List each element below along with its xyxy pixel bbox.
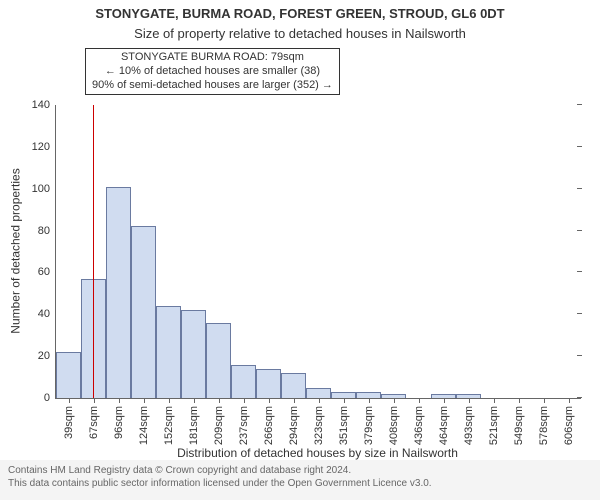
- x-tick-mark: [494, 398, 495, 403]
- x-tick-label: 294sqm: [288, 404, 300, 445]
- histogram-bar: [231, 365, 256, 398]
- x-tick-label: 181sqm: [188, 404, 200, 445]
- x-tick-label: 436sqm: [413, 404, 425, 445]
- histogram-bar: [256, 369, 281, 398]
- x-tick-mark: [569, 398, 570, 403]
- y-tick-mark: [577, 397, 582, 398]
- x-tick-label: 464sqm: [438, 404, 450, 445]
- y-tick-label: 100: [32, 183, 56, 195]
- x-tick-label: 96sqm: [113, 404, 125, 439]
- x-axis-label: Distribution of detached houses by size …: [55, 446, 580, 460]
- x-tick-label: 152sqm: [163, 404, 175, 445]
- y-tick-mark: [577, 146, 582, 147]
- y-tick-mark: [577, 355, 582, 356]
- x-tick-mark: [144, 398, 145, 403]
- x-tick-mark: [344, 398, 345, 403]
- annotation-line-1: STONYGATE BURMA ROAD: 79sqm: [92, 51, 333, 65]
- footer-attribution: Contains HM Land Registry data © Crown c…: [0, 460, 600, 500]
- x-tick-mark: [369, 398, 370, 403]
- x-tick-label: 351sqm: [338, 404, 350, 445]
- y-tick-label: 0: [44, 392, 56, 404]
- y-tick-label: 40: [38, 308, 56, 320]
- y-tick-mark: [577, 188, 582, 189]
- x-tick-label: 549sqm: [513, 404, 525, 445]
- annotation-line-3: 90% of semi-detached houses are larger (…: [92, 79, 333, 93]
- x-tick-mark: [419, 398, 420, 403]
- reference-line: [93, 105, 94, 398]
- y-tick-mark: [577, 104, 582, 105]
- plot-area: 02040608010012014039sqm67sqm96sqm124sqm1…: [55, 105, 581, 399]
- footer-line-2: This data contains public sector informa…: [8, 477, 592, 490]
- x-tick-mark: [244, 398, 245, 403]
- x-tick-label: 124sqm: [138, 404, 150, 445]
- x-tick-label: 521sqm: [488, 404, 500, 445]
- x-tick-mark: [469, 398, 470, 403]
- x-tick-label: 606sqm: [563, 404, 575, 445]
- histogram-bar: [106, 187, 131, 398]
- x-tick-label: 493sqm: [463, 404, 475, 445]
- histogram-bar: [306, 388, 331, 398]
- histogram-bar: [206, 323, 231, 398]
- x-tick-label: 237sqm: [238, 404, 250, 445]
- x-tick-mark: [169, 398, 170, 403]
- histogram-bar: [181, 310, 206, 398]
- x-tick-mark: [394, 398, 395, 403]
- x-tick-mark: [294, 398, 295, 403]
- y-tick-label: 60: [38, 266, 56, 278]
- x-tick-mark: [119, 398, 120, 403]
- x-tick-label: 67sqm: [88, 404, 100, 439]
- x-tick-label: 578sqm: [538, 404, 550, 445]
- y-tick-label: 120: [32, 141, 56, 153]
- x-tick-mark: [444, 398, 445, 403]
- annotation-box: STONYGATE BURMA ROAD: 79sqm ← 10% of det…: [85, 48, 340, 95]
- chart-container: STONYGATE, BURMA ROAD, FOREST GREEN, STR…: [0, 0, 600, 500]
- x-tick-mark: [69, 398, 70, 403]
- x-tick-mark: [219, 398, 220, 403]
- x-tick-mark: [319, 398, 320, 403]
- y-tick-mark: [577, 230, 582, 231]
- histogram-bar: [156, 306, 181, 398]
- y-tick-label: 20: [38, 350, 56, 362]
- x-tick-label: 209sqm: [213, 404, 225, 445]
- chart-subtitle: Size of property relative to detached ho…: [0, 26, 600, 41]
- y-tick-label: 80: [38, 225, 56, 237]
- y-axis-label: Number of detached properties: [8, 104, 22, 397]
- histogram-bar: [281, 373, 306, 398]
- y-tick-mark: [577, 271, 582, 272]
- x-tick-mark: [519, 398, 520, 403]
- x-tick-label: 39sqm: [63, 404, 75, 439]
- x-tick-mark: [269, 398, 270, 403]
- footer-line-1: Contains HM Land Registry data © Crown c…: [8, 464, 592, 477]
- x-tick-label: 408sqm: [388, 404, 400, 445]
- y-tick-label: 140: [32, 99, 56, 111]
- annotation-line-2: ← 10% of detached houses are smaller (38…: [92, 65, 333, 79]
- chart-title: STONYGATE, BURMA ROAD, FOREST GREEN, STR…: [0, 6, 600, 21]
- x-tick-mark: [544, 398, 545, 403]
- x-tick-mark: [194, 398, 195, 403]
- y-tick-mark: [577, 313, 582, 314]
- x-tick-label: 379sqm: [363, 404, 375, 445]
- x-tick-label: 323sqm: [313, 404, 325, 445]
- x-tick-label: 266sqm: [263, 404, 275, 445]
- histogram-bar: [56, 352, 81, 398]
- histogram-bar: [131, 226, 156, 398]
- x-tick-mark: [94, 398, 95, 403]
